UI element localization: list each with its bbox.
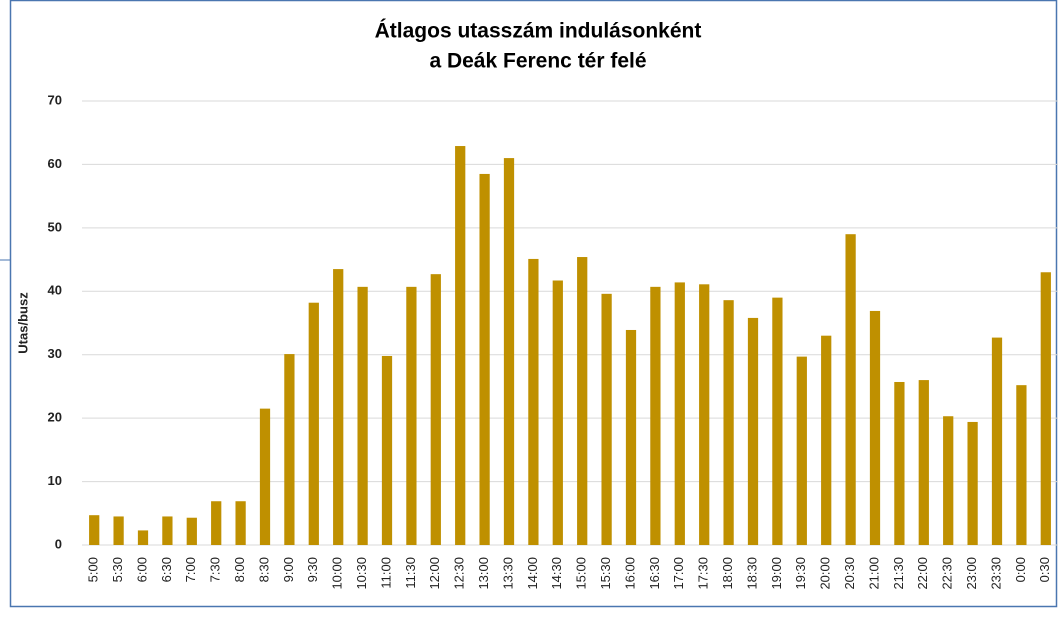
bar	[967, 421, 978, 545]
x-tick-label: 5:00	[86, 557, 101, 582]
bar	[89, 515, 100, 545]
chart-title: a Deák Ferenc tér felé	[429, 50, 646, 73]
bar	[699, 284, 710, 545]
bar	[552, 280, 563, 545]
x-tick-label: 0:30	[1037, 557, 1052, 582]
bar	[894, 381, 905, 545]
x-tick-label: 5:30	[110, 557, 125, 582]
bar	[650, 286, 661, 545]
bar	[162, 516, 173, 545]
bar	[991, 337, 1003, 545]
bar	[1016, 385, 1027, 545]
bar	[918, 380, 929, 545]
x-tick-label: 19:00	[769, 557, 784, 590]
x-tick-label: 8:30	[256, 557, 271, 582]
bar	[381, 355, 393, 545]
x-tick-label: 18:00	[720, 557, 735, 590]
x-tick-label: 14:30	[549, 557, 564, 590]
bar	[577, 257, 588, 545]
x-tick-label: 13:00	[476, 557, 491, 590]
x-tick-label: 20:30	[842, 557, 857, 590]
y-tick-label: 70	[48, 92, 62, 107]
x-tick-label: 16:00	[622, 557, 637, 590]
x-tick-label: 9:00	[281, 557, 296, 582]
x-tick-label: 11:30	[403, 557, 418, 589]
x-tick-label: 22:30	[940, 557, 955, 590]
x-tick-label: 22:00	[915, 557, 930, 590]
x-tick-label: 19:30	[793, 557, 808, 590]
bar	[333, 269, 344, 545]
bar	[528, 258, 539, 545]
x-tick-label: 9:30	[305, 557, 320, 582]
bar	[821, 335, 832, 545]
x-tick-label: 6:00	[134, 557, 149, 582]
bar	[479, 173, 490, 545]
x-tick-label: 7:00	[183, 557, 198, 582]
x-tick-label: 15:00	[574, 557, 589, 590]
x-tick-label: 10:30	[354, 557, 369, 590]
y-tick-label: 0	[55, 536, 62, 551]
x-tick-label: 18:30	[744, 557, 759, 590]
x-tick-label: 15:30	[598, 557, 613, 590]
bar	[796, 356, 807, 545]
bar	[503, 158, 515, 546]
bar	[674, 282, 685, 545]
bar	[284, 354, 295, 545]
bar	[625, 329, 637, 545]
bar	[308, 302, 319, 545]
bar	[772, 297, 783, 545]
bar	[406, 286, 417, 545]
x-tick-label: 10:00	[330, 557, 345, 590]
y-tick-label: 20	[48, 410, 62, 425]
bar	[113, 516, 124, 545]
x-tick-label: 17:30	[696, 557, 711, 590]
bar	[845, 234, 856, 545]
chart-title: Átlagos utasszám indulásonként	[375, 20, 702, 43]
x-tick-label: 21:00	[866, 557, 881, 590]
y-axis-label: Utas/busz	[15, 292, 30, 354]
x-tick-label: 20:00	[818, 557, 833, 590]
bar	[747, 317, 759, 545]
bar	[430, 274, 441, 545]
y-tick-label: 10	[48, 473, 62, 488]
bar	[235, 501, 246, 545]
bar	[186, 517, 197, 545]
y-tick-label: 60	[48, 156, 62, 171]
bar	[357, 286, 368, 545]
x-tick-label: 12:00	[427, 557, 442, 590]
x-tick-label: 16:30	[647, 557, 662, 590]
y-tick-label: 40	[48, 283, 62, 298]
chart-frame	[9, 0, 1058, 608]
x-tick-label: 8:00	[232, 557, 247, 582]
x-tick-label: 14:00	[525, 557, 540, 590]
x-tick-label: 13:30	[500, 557, 515, 590]
x-tick-label: 12:30	[452, 557, 467, 590]
x-tick-label: 6:30	[159, 557, 174, 582]
x-tick-label: 11:00	[378, 557, 393, 589]
bar	[601, 293, 612, 545]
x-tick-label: 21:30	[891, 557, 906, 590]
x-tick-label: 17:00	[671, 557, 686, 590]
bar	[723, 300, 734, 545]
bar	[211, 501, 222, 545]
bar	[943, 416, 954, 545]
x-tick-label: 23:30	[988, 557, 1003, 590]
x-tick-label: 0:00	[1013, 557, 1028, 582]
x-tick-label: 7:30	[208, 557, 223, 582]
x-tick-label: 23:00	[964, 557, 979, 590]
y-tick-label: 50	[48, 219, 62, 234]
y-tick-label: 30	[48, 346, 62, 361]
bar	[259, 408, 271, 545]
bar	[1040, 272, 1051, 545]
bar	[869, 310, 881, 545]
bar	[455, 146, 466, 545]
bar	[137, 530, 149, 545]
